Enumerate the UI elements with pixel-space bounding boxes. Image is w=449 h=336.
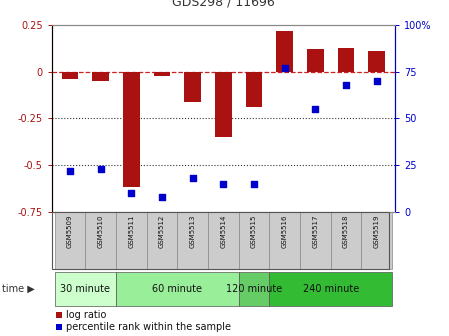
Bar xyxy=(269,272,392,306)
Bar xyxy=(246,72,263,107)
Bar xyxy=(55,272,116,306)
Text: GSM5510: GSM5510 xyxy=(98,215,104,248)
Bar xyxy=(276,31,293,72)
Point xyxy=(343,82,350,88)
Text: GSM5518: GSM5518 xyxy=(343,215,349,248)
Bar xyxy=(85,212,116,269)
Text: time ▶: time ▶ xyxy=(2,284,35,294)
Text: GDS298 / 11696: GDS298 / 11696 xyxy=(172,0,275,8)
Bar xyxy=(269,212,300,269)
Text: GSM5511: GSM5511 xyxy=(128,215,134,248)
Point xyxy=(373,79,380,84)
Text: GSM5509: GSM5509 xyxy=(67,215,73,248)
Bar xyxy=(92,72,109,81)
Text: GSM5514: GSM5514 xyxy=(220,215,226,248)
Text: GSM5513: GSM5513 xyxy=(190,215,196,248)
Text: log ratio: log ratio xyxy=(66,310,106,320)
Point xyxy=(158,194,166,200)
Text: percentile rank within the sample: percentile rank within the sample xyxy=(66,322,230,332)
Text: GSM5517: GSM5517 xyxy=(313,215,318,248)
Bar xyxy=(208,212,239,269)
Bar xyxy=(55,212,85,269)
Point xyxy=(281,66,288,71)
Text: 240 minute: 240 minute xyxy=(303,284,359,294)
Bar xyxy=(154,72,171,76)
Bar xyxy=(116,212,147,269)
Text: 120 minute: 120 minute xyxy=(226,284,282,294)
Bar xyxy=(307,49,324,72)
Bar xyxy=(177,212,208,269)
Text: GSM5512: GSM5512 xyxy=(159,215,165,248)
Point xyxy=(312,107,319,112)
Bar xyxy=(62,72,79,79)
Text: GSM5515: GSM5515 xyxy=(251,215,257,248)
Bar xyxy=(368,51,385,72)
Bar xyxy=(300,212,331,269)
Point xyxy=(66,168,74,173)
Bar xyxy=(123,72,140,187)
Text: GSM5516: GSM5516 xyxy=(282,215,288,248)
Point xyxy=(220,181,227,186)
Text: 30 minute: 30 minute xyxy=(60,284,110,294)
Bar xyxy=(361,212,392,269)
Bar xyxy=(116,272,239,306)
Point xyxy=(189,175,196,181)
Text: 60 minute: 60 minute xyxy=(152,284,202,294)
Bar xyxy=(239,212,269,269)
Bar xyxy=(338,48,354,72)
Point xyxy=(128,190,135,196)
Bar xyxy=(184,72,201,102)
Point xyxy=(251,181,258,186)
Text: GSM5519: GSM5519 xyxy=(374,215,380,248)
Bar xyxy=(215,72,232,137)
Bar xyxy=(239,272,269,306)
Bar xyxy=(147,212,177,269)
Point xyxy=(97,166,104,171)
Bar xyxy=(331,212,361,269)
